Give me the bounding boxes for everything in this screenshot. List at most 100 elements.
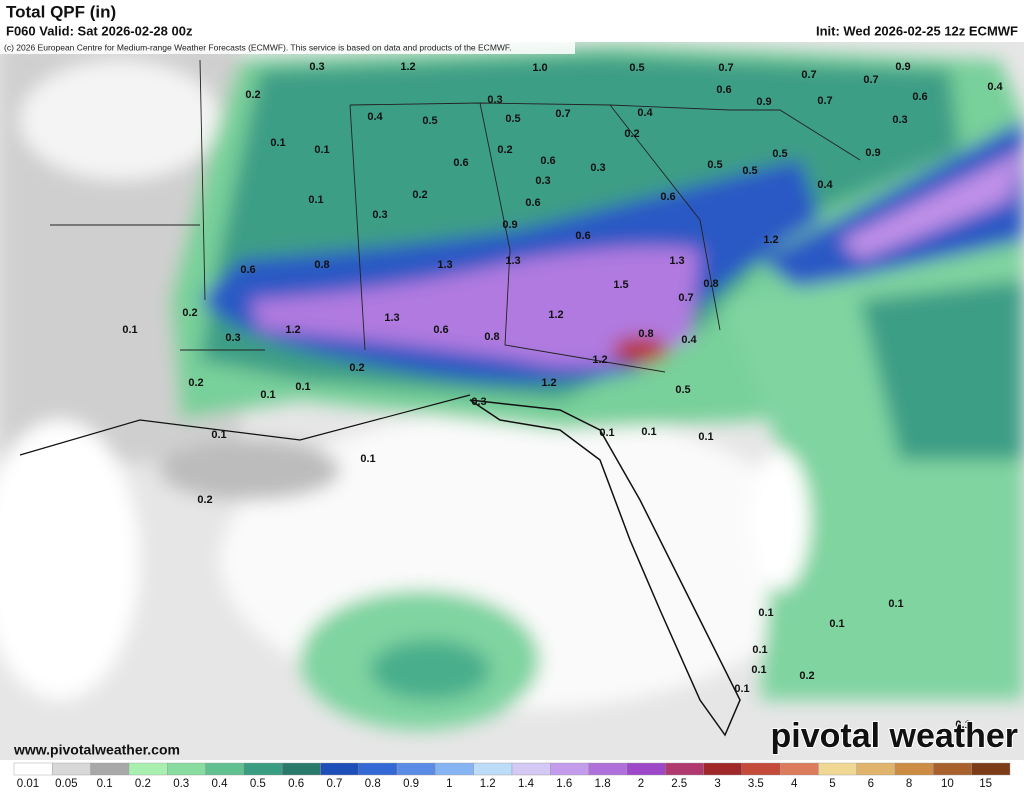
colorbar-label: 3.5 — [748, 778, 764, 790]
contour-label: 0.8 — [484, 331, 499, 343]
colorbar-swatch — [971, 762, 1011, 776]
header-bar — [0, 0, 1024, 42]
contour-label: 0.5 — [629, 62, 644, 74]
contour-label: 1.3 — [669, 255, 684, 267]
contour-label: 0.6 — [540, 155, 555, 167]
contour-label: 0.6 — [453, 157, 468, 169]
contour-label: 0.3 — [225, 332, 240, 344]
brand-watermark: pivotal weather — [770, 717, 1018, 755]
contour-label: 0.1 — [599, 427, 614, 439]
contour-label: 1.2 — [400, 61, 415, 73]
contour-label: 0.3 — [309, 61, 324, 73]
site-url: www.pivotalweather.com — [13, 742, 180, 758]
colorbar-label: 0.8 — [365, 778, 381, 790]
colorbar-label: 15 — [979, 778, 992, 790]
contour-label: 1.2 — [548, 309, 563, 321]
colorbar-label: 0.2 — [135, 778, 151, 790]
contour-label: 1.3 — [384, 312, 399, 324]
contour-label: 0.1 — [270, 137, 285, 149]
colorbar-swatch — [588, 762, 628, 776]
colorbar-label: 8 — [906, 778, 912, 790]
colorbar-swatch — [894, 762, 934, 776]
contour-label: 1.2 — [541, 377, 556, 389]
contour-label: 0.1 — [211, 429, 226, 441]
contour-label: 0.6 — [716, 84, 731, 96]
colorbar-label: 3 — [714, 778, 720, 790]
contour-label: 0.5 — [505, 113, 520, 125]
contour-label: 0.1 — [641, 426, 656, 438]
colorbar-label: 2 — [638, 778, 644, 790]
colorbar-label: 1.6 — [556, 778, 572, 790]
contour-label: 0.6 — [240, 264, 255, 276]
contour-label: 0.1 — [360, 453, 375, 465]
contour-label: 0.2 — [412, 189, 427, 201]
contour-label: 0.1 — [758, 607, 773, 619]
map-labels: 0.3 1.2 1.0 0.5 0.7 0.9 0.7 0.7 0.4 0.2 0.6 0.9 0.7 0… — [122, 61, 1003, 731]
contour-label: 0.2 — [497, 144, 512, 156]
colorbar-swatch — [550, 762, 589, 776]
contour-label: 0.5 — [675, 384, 690, 396]
colorbar-swatch — [856, 762, 896, 776]
colorbar-swatch — [473, 762, 513, 776]
contour-label: 0.7 — [863, 74, 878, 86]
colorbar-swatch — [13, 762, 53, 776]
contour-label: 0.2 — [245, 89, 260, 101]
colorbar-swatch — [665, 762, 704, 776]
contour-label: 0.4 — [817, 179, 833, 191]
contour-label: 1.3 — [437, 259, 452, 271]
contour-label: 0.3 — [535, 175, 550, 187]
contour-label: 1.0 — [532, 62, 547, 74]
contour-label: 1.5 — [613, 279, 628, 291]
contour-label: 0.1 — [698, 431, 713, 443]
contour-label: 0.4 — [367, 111, 383, 123]
colorbar-label: 10 — [941, 778, 954, 790]
colorbar-label: 1.8 — [595, 778, 611, 790]
contour-label: 0.6 — [433, 324, 448, 336]
contour-label: 0.3 — [487, 94, 502, 106]
contour-label: 0.7 — [718, 62, 733, 74]
init-time: Init: Wed 2026-02-25 12z ECMWF — [816, 23, 1018, 38]
contour-label: 0.8 — [703, 278, 718, 290]
contour-label: 0.4 — [681, 334, 697, 346]
contour-label: 0.6 — [912, 91, 927, 103]
contour-label: 0.3 — [471, 396, 486, 408]
contour-label: 0.3 — [372, 209, 387, 221]
colorbar-label: 0.05 — [55, 778, 77, 790]
colorbar-swatch — [511, 762, 551, 776]
colorbar-label: 0.3 — [173, 778, 189, 790]
contour-label: 0.1 — [734, 683, 749, 695]
colorbar-swatch — [435, 762, 474, 776]
contour-label: 0.9 — [895, 61, 910, 73]
colorbar-swatch — [167, 762, 206, 776]
colorbar-label: 0.5 — [250, 778, 266, 790]
colorbar-swatch — [281, 762, 321, 776]
valid-time: F060 Valid: Sat 2026-02-28 00z — [6, 23, 193, 38]
colorbar-swatch — [818, 762, 857, 776]
contour-label: 0.6 — [575, 230, 590, 242]
contour-label: 0.5 — [742, 165, 757, 177]
contour-label: 0.1 — [829, 618, 844, 630]
colorbar-swatch — [52, 762, 91, 776]
contour-label: 0.1 — [751, 664, 766, 676]
colorbar-swatch — [205, 762, 245, 776]
contour-label: 0.3 — [892, 114, 907, 126]
colorbar-swatch — [320, 762, 359, 776]
colorbar-swatch — [90, 762, 130, 776]
colorbar-label: 4 — [791, 778, 798, 790]
contour-label: 0.7 — [678, 292, 693, 304]
copyright: (c) 2026 European Centre for Medium-rang… — [4, 42, 512, 52]
contour-label: 0.7 — [555, 108, 570, 120]
contour-label: 0.8 — [314, 259, 329, 271]
contour-label: 0.9 — [756, 96, 771, 108]
contour-label: 0.2 — [182, 307, 197, 319]
contour-label: 0.2 — [197, 494, 212, 506]
colorbar-swatch — [779, 762, 819, 776]
colorbar-label: 0.7 — [326, 778, 342, 790]
contour-label: 0.8 — [638, 328, 653, 340]
colorbar-swatch — [243, 762, 283, 776]
contour-label: 0.5 — [707, 159, 722, 171]
contour-label: 0.1 — [308, 194, 323, 206]
colorbar-label: 0.1 — [97, 778, 113, 790]
colorbar-label: 5 — [829, 778, 835, 790]
contour-label: 0.3 — [590, 162, 605, 174]
